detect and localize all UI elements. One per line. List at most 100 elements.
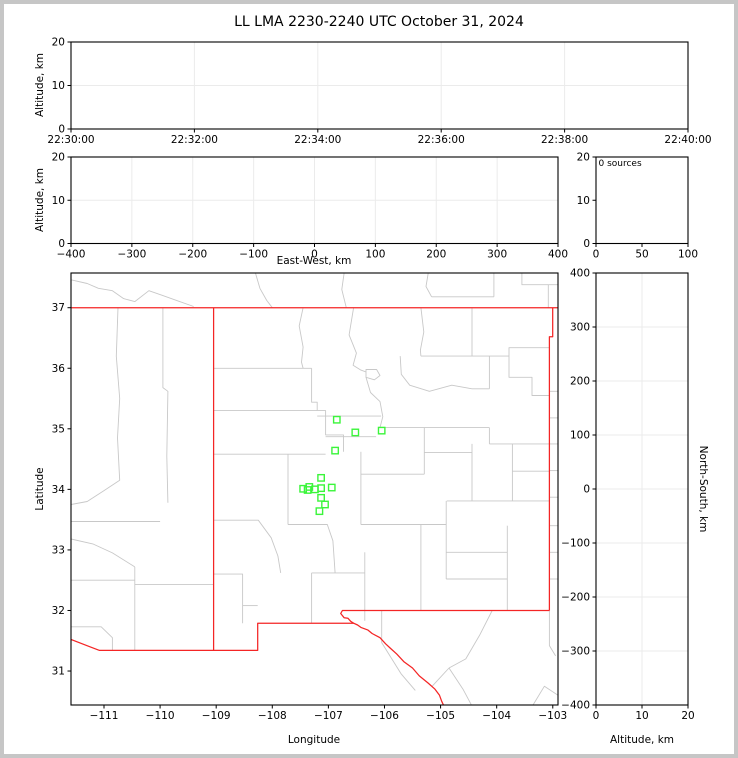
x-tick-label: −109 bbox=[202, 710, 231, 722]
figure-title: LL LMA 2230-2240 UTC October 31, 2024 bbox=[234, 14, 524, 30]
y-tick-label: −100 bbox=[561, 538, 590, 550]
x-tick-label: 200 bbox=[426, 249, 446, 261]
y-tick-label: 37 bbox=[52, 302, 65, 314]
lma-source-marker bbox=[321, 500, 329, 509]
map-xlabel: Longitude bbox=[287, 734, 341, 746]
county-boundary bbox=[71, 626, 113, 651]
y-tick-label: 100 bbox=[570, 430, 590, 442]
y-tick-label: −300 bbox=[561, 646, 590, 658]
x-tick-label: −106 bbox=[370, 710, 399, 722]
x-tick-label: −400 bbox=[57, 249, 86, 261]
x-tick-label: 100 bbox=[365, 249, 385, 261]
x-tick-label: 300 bbox=[487, 249, 507, 261]
county-boundary bbox=[71, 538, 136, 568]
x-tick-label: −100 bbox=[239, 249, 268, 261]
x-tick-label: 20 bbox=[681, 710, 694, 722]
state-boundary bbox=[71, 609, 550, 652]
county-boundary bbox=[419, 307, 425, 357]
county-boundary bbox=[448, 610, 493, 669]
county-boundary bbox=[348, 307, 367, 373]
county-boundary bbox=[288, 524, 336, 573]
panel-border bbox=[70, 272, 559, 706]
y-tick-label: −400 bbox=[561, 700, 590, 712]
x-tick-label: −110 bbox=[146, 710, 175, 722]
y-tick-label: 10 bbox=[52, 80, 65, 92]
x-tick-label: 50 bbox=[635, 249, 648, 261]
ew-height-ylabel: Altitude, km bbox=[34, 167, 46, 233]
x-tick-label: −104 bbox=[482, 710, 511, 722]
y-tick-label: 400 bbox=[570, 268, 590, 280]
lma-source-marker bbox=[331, 446, 340, 455]
ns-height-xlabel: Altitude, km bbox=[609, 734, 675, 746]
panel-ns_height: 0 10 20 400 300 200 100 0 −100 −200 −300 −400 bbox=[561, 268, 695, 723]
y-tick-label: 35 bbox=[52, 423, 65, 435]
x-tick-label: 0 bbox=[593, 249, 600, 261]
lma-source-marker bbox=[299, 484, 308, 493]
county-boundary bbox=[311, 368, 318, 411]
x-tick-label: 22:34:00 bbox=[294, 134, 341, 146]
y-tick-label: 10 bbox=[52, 195, 65, 207]
x-tick-label: 100 bbox=[678, 249, 698, 261]
county-boundary bbox=[508, 356, 550, 396]
county-boundary bbox=[71, 279, 194, 307]
sources-count-annotation: 0 sources bbox=[599, 159, 642, 169]
county-boundary bbox=[448, 667, 472, 705]
panel-border bbox=[595, 156, 689, 245]
county-boundary bbox=[365, 369, 381, 381]
county-boundary bbox=[425, 273, 432, 298]
panel-ew_height: −400 −300 −200 −100 0 100 200 300 400 0 10 20 bbox=[52, 152, 568, 261]
lma-source-marker bbox=[317, 473, 325, 482]
x-tick-label: −103 bbox=[538, 710, 567, 722]
y-tick-label: 32 bbox=[52, 605, 65, 617]
x-tick-label: −108 bbox=[258, 710, 287, 722]
x-tick-label: −300 bbox=[117, 249, 146, 261]
lma-source-marker bbox=[315, 507, 324, 516]
lma-source-marker bbox=[317, 484, 325, 493]
x-tick-label: −200 bbox=[178, 249, 207, 261]
county-boundary bbox=[213, 573, 244, 624]
county-boundary bbox=[255, 273, 273, 308]
x-tick-label: 0 bbox=[593, 710, 600, 722]
lma-source-marker bbox=[303, 486, 312, 494]
county-boundary bbox=[71, 307, 121, 505]
y-tick-label: 300 bbox=[570, 322, 590, 334]
y-tick-label: 10 bbox=[577, 195, 590, 207]
panel-time_height: 22:30:00 22:32:00 22:34:00 22:36:00 22:38:00… bbox=[47, 37, 711, 147]
x-tick-label: 22:32:00 bbox=[171, 134, 218, 146]
y-tick-label: 20 bbox=[577, 152, 590, 164]
x-tick-label: 22:30:00 bbox=[47, 134, 94, 146]
county-boundary bbox=[317, 410, 344, 452]
lma-source-marker bbox=[327, 483, 336, 492]
lma-source-marker bbox=[351, 428, 360, 437]
x-tick-label: 400 bbox=[548, 249, 568, 261]
lma-source-marker bbox=[377, 426, 386, 435]
panel-sources_hist: 0 50 100 0 10 20 0 sources bbox=[577, 152, 698, 261]
y-tick-label: 0 bbox=[583, 484, 590, 496]
x-tick-label: −105 bbox=[426, 710, 455, 722]
x-tick-label: 22:36:00 bbox=[418, 134, 465, 146]
lma-source-marker bbox=[332, 415, 341, 424]
ns-height-ylabel: North-South, km bbox=[697, 445, 709, 533]
x-tick-label: −107 bbox=[314, 710, 343, 722]
county-boundary bbox=[548, 610, 556, 657]
y-tick-label: 200 bbox=[570, 376, 590, 388]
map-content bbox=[71, 273, 558, 705]
county-boundary bbox=[399, 356, 490, 392]
ew-height-xlabel: East-West, km bbox=[276, 255, 352, 267]
county-boundary bbox=[298, 307, 304, 369]
county-boundary bbox=[341, 273, 347, 308]
county-boundary bbox=[365, 377, 384, 428]
x-tick-label: 0 bbox=[311, 249, 318, 261]
county-boundary bbox=[162, 307, 169, 503]
y-tick-label: 0 bbox=[58, 124, 65, 136]
county-boundary bbox=[431, 667, 450, 687]
x-tick-label: 22:38:00 bbox=[541, 134, 588, 146]
x-tick-label: 10 bbox=[635, 710, 648, 722]
panel-map: −111 −110 −109 −108 −107 −106 −105 −104 −103 31 32… bbox=[52, 272, 567, 722]
x-tick-label: 22:40:00 bbox=[664, 134, 711, 146]
lma-source-marker bbox=[317, 493, 325, 502]
county-boundary bbox=[213, 519, 282, 573]
y-tick-label: 20 bbox=[52, 37, 65, 49]
